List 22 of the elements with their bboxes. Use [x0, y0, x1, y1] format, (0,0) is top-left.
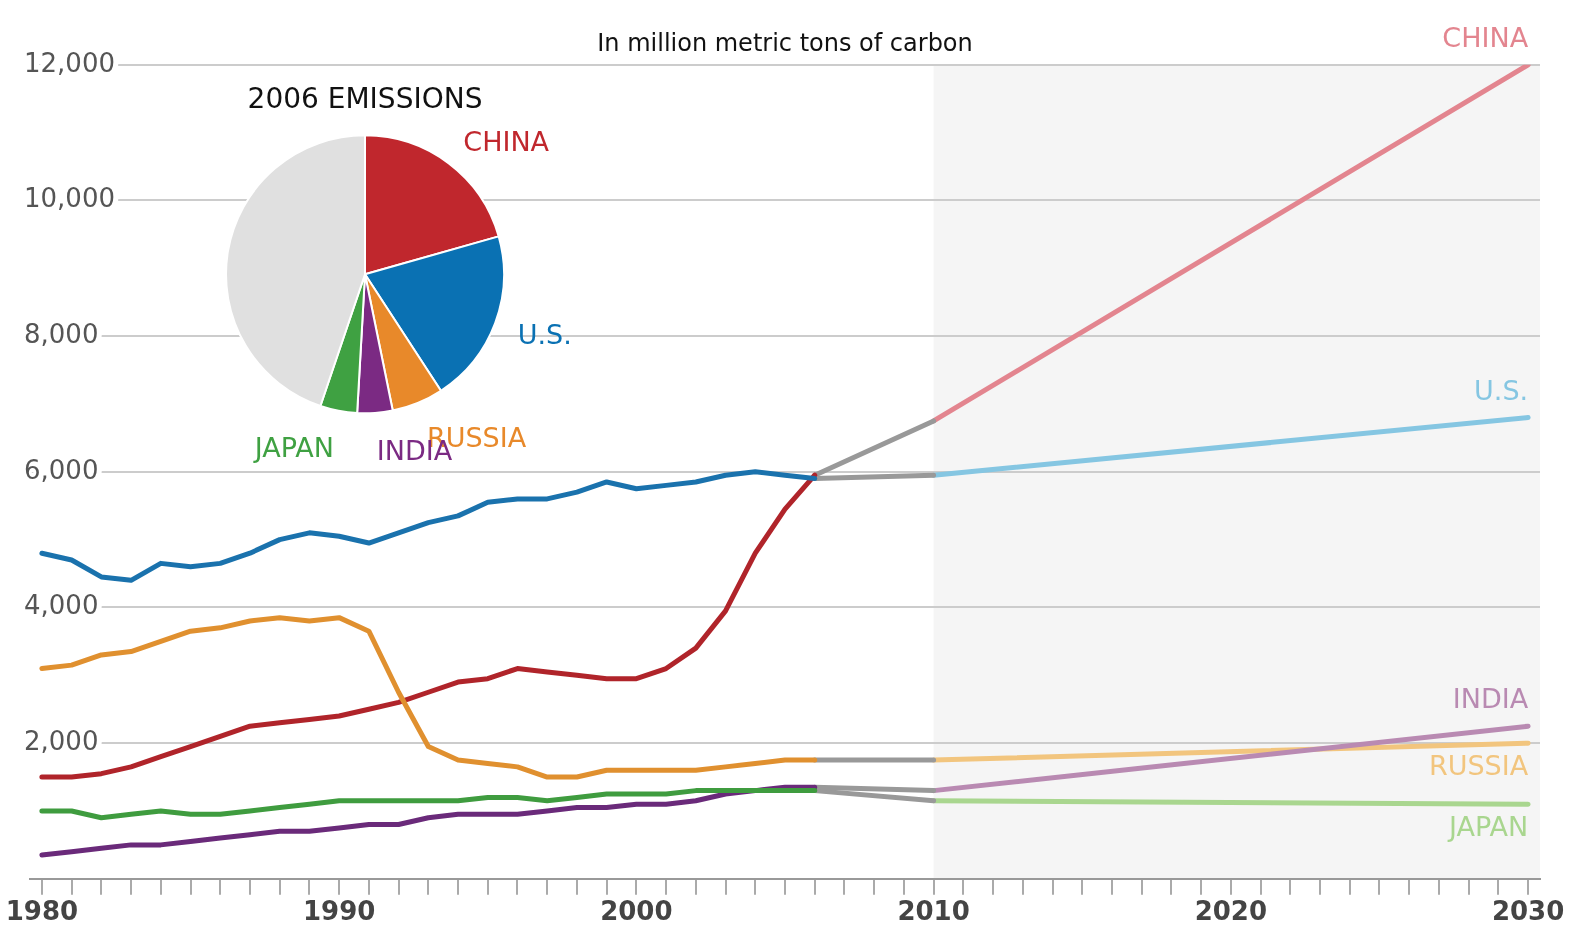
chart-subtitle: In million metric tons of carbon: [597, 28, 973, 57]
series-label: CHINA: [1442, 21, 1529, 53]
y-tick-label: 12,000: [24, 47, 115, 78]
x-tick-label: 2000: [600, 896, 673, 927]
y-tick-label: 8,000: [24, 318, 99, 349]
slice-label: U.S.: [517, 319, 572, 351]
x-tick-label: 2010: [897, 896, 970, 927]
slice-label: JAPAN: [252, 432, 334, 464]
y-tick-label: 10,000: [24, 183, 115, 214]
series-label: RUSSIA: [1428, 750, 1529, 782]
x-tick-label: 2020: [1194, 896, 1268, 927]
x-tick-label: 2030: [1491, 896, 1565, 927]
chart-title: 2006 EMISSIONS: [247, 82, 483, 116]
series-label: JAPAN: [1446, 811, 1529, 843]
series-label: U.S.: [1474, 374, 1529, 406]
x-tick-label: 1980: [5, 896, 79, 927]
series-label: INDIA: [1452, 683, 1529, 715]
y-tick-label: 4,000: [24, 590, 99, 621]
y-tick-label: 6,000: [24, 454, 99, 485]
y-tick-label: 2,000: [24, 725, 99, 756]
x-tick-label: 1990: [302, 896, 376, 927]
slice-label: CHINA: [463, 126, 550, 158]
